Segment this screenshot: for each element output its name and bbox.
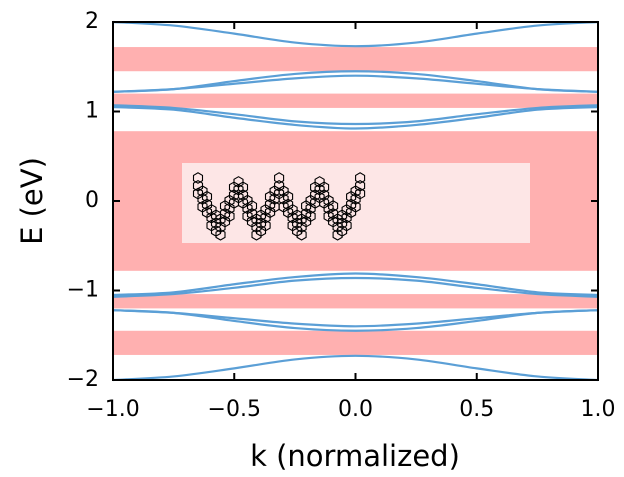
hexagon	[260, 219, 271, 232]
hexagon	[296, 221, 307, 233]
hexagon	[319, 181, 330, 194]
hexagon	[296, 228, 307, 241]
band-line	[112, 354, 599, 382]
hexagon	[283, 190, 294, 203]
hexagon	[215, 221, 226, 233]
hexagon	[224, 210, 235, 223]
inset	[182, 163, 530, 243]
hexagon	[201, 190, 213, 203]
x-tick-label: −1.0	[86, 397, 139, 422]
shaded-band	[113, 294, 598, 309]
hexagon	[337, 225, 348, 237]
band-line	[112, 309, 599, 332]
hexagon	[305, 210, 316, 223]
hexagon	[350, 193, 361, 205]
hexagon	[341, 219, 352, 232]
hexagon	[237, 181, 249, 194]
band-line	[112, 309, 599, 328]
band-line	[112, 20, 599, 48]
hexagon	[251, 228, 262, 241]
band-line	[112, 105, 599, 130]
band-line	[112, 74, 599, 93]
y-axis-label: E (eV)	[15, 157, 49, 245]
hexagon	[301, 215, 312, 228]
band-line	[112, 272, 599, 297]
hexagon	[260, 211, 271, 224]
hexagon	[274, 172, 285, 184]
x-tick-label: 1.0	[581, 397, 616, 422]
hexagon	[328, 200, 339, 212]
hexagon	[246, 200, 258, 212]
hexagon	[224, 202, 235, 215]
hexagon	[350, 200, 361, 213]
x-axis-label: k (normalized)	[250, 439, 460, 473]
y-tick-label: 2	[85, 9, 99, 34]
hexagon	[341, 211, 352, 224]
hexagon	[355, 187, 366, 200]
hexagon	[332, 228, 343, 241]
x-tick-label: 0.0	[338, 397, 373, 422]
x-tick-label: 0.5	[459, 397, 494, 422]
y-tick-label: −2	[67, 367, 99, 392]
y-tick-label: 1	[85, 99, 99, 124]
shaded-band	[113, 47, 598, 72]
shaded-band	[113, 330, 598, 355]
hexagon	[219, 215, 231, 228]
shaded-band	[113, 93, 598, 108]
hexagon	[305, 202, 316, 215]
hexagon	[192, 172, 204, 184]
y-tick-label: −1	[67, 278, 99, 303]
band-line	[112, 276, 599, 298]
hexagon	[264, 206, 276, 219]
hexagon	[346, 206, 357, 219]
band-line	[112, 104, 599, 126]
x-tick-label: −0.5	[208, 397, 261, 422]
y-tick-label: 0	[85, 188, 99, 213]
hexagon	[215, 228, 226, 241]
hexagon	[255, 225, 267, 237]
hexagon	[355, 172, 366, 184]
hexagon	[355, 179, 366, 192]
